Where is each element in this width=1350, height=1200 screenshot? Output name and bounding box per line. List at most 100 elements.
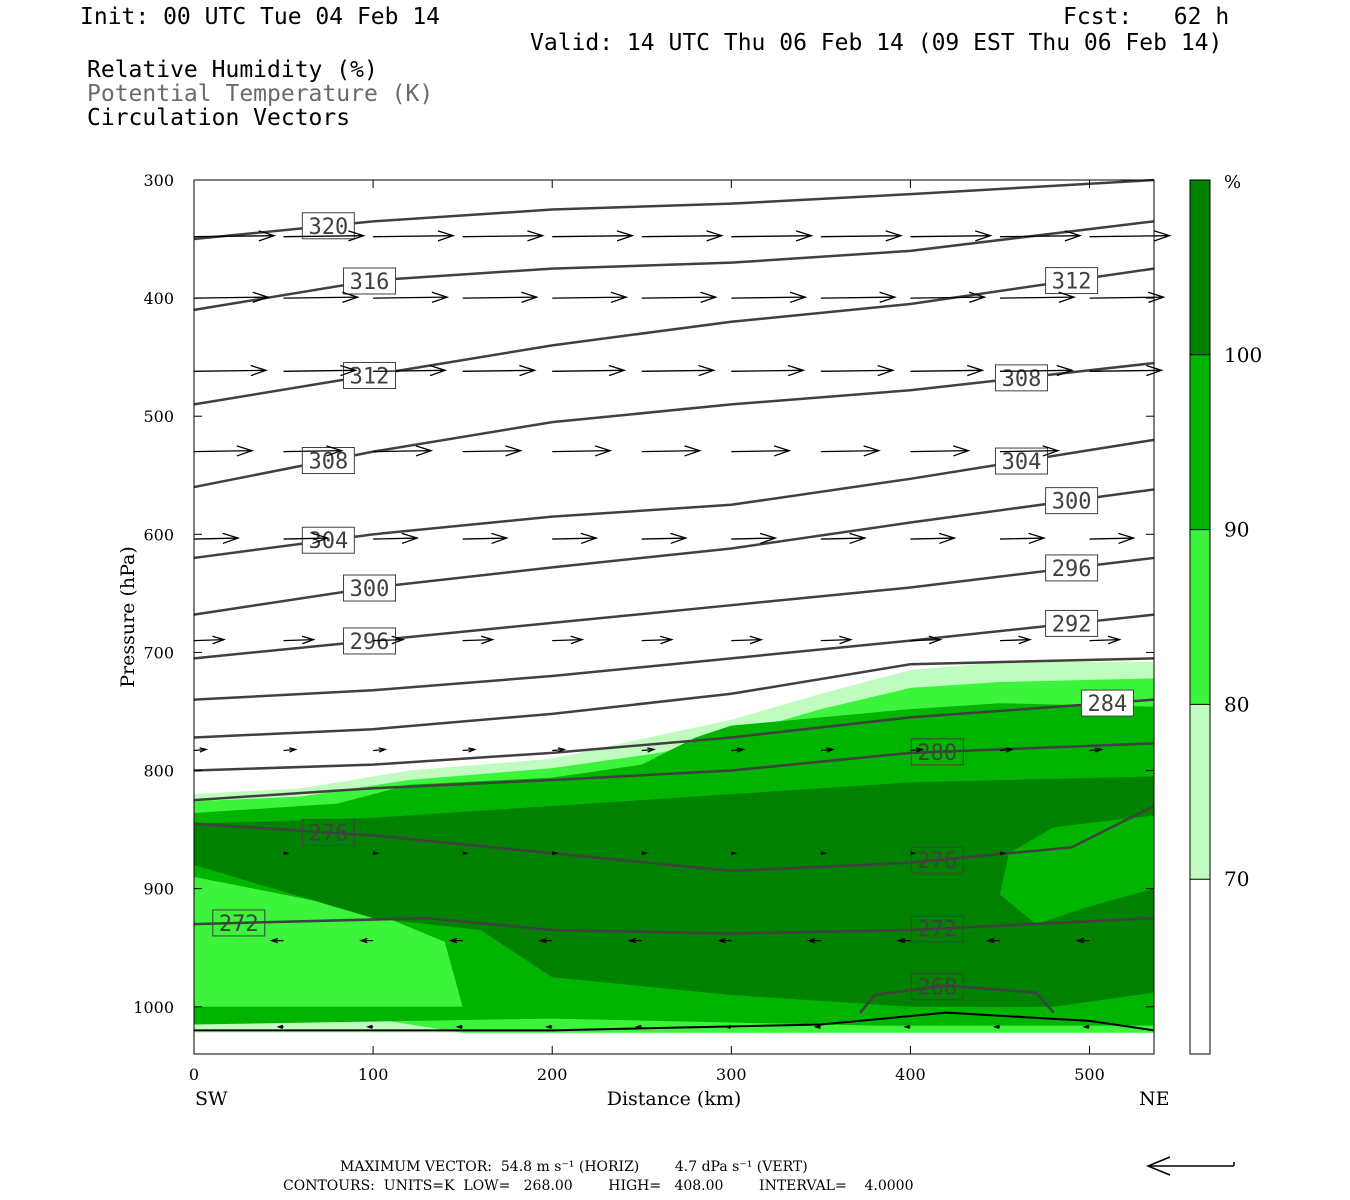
theta-label-box	[301, 526, 355, 554]
vector-head	[527, 230, 545, 242]
vector-shaft	[820, 638, 851, 642]
vector-shaft	[1089, 369, 1162, 372]
theta-contour-layer: 3203163123123083083043043003002962962922…	[193, 178, 1155, 1032]
vector-shaft	[999, 638, 1030, 642]
vector-shaft	[820, 369, 893, 372]
footer-contours: CONTOURS: UNITS=K LOW= 268.00 HIGH= 408.…	[283, 1178, 914, 1194]
vector-head	[608, 364, 627, 377]
vector-shaft	[193, 296, 269, 299]
y-tick-label: 900	[143, 880, 174, 899]
y-tick-label: 600	[143, 525, 174, 544]
vector-shaft	[283, 638, 314, 642]
vector-head	[806, 937, 816, 944]
theta-contour-284	[193, 698, 1155, 772]
vector-head	[1075, 937, 1084, 944]
colorbar-segment	[1190, 529, 1210, 705]
vector-head	[340, 364, 358, 377]
vector-head	[616, 230, 635, 242]
vector-head	[724, 1024, 731, 1029]
vector-shaft	[552, 369, 625, 372]
x-end-label-ne: NE	[1139, 1088, 1170, 1110]
theta-label-box	[343, 361, 397, 389]
vector-head	[717, 937, 726, 944]
vector-head	[749, 635, 764, 645]
theta-label: 276	[917, 849, 957, 874]
vector-shaft	[552, 449, 611, 453]
theta-label: 308	[308, 450, 348, 475]
theta-label-box	[301, 819, 355, 847]
theta-label-box	[1045, 487, 1099, 515]
theta-label-box	[910, 846, 964, 874]
theta-label: 268	[917, 976, 957, 1001]
vector-head	[974, 230, 993, 242]
vector-head	[1094, 747, 1104, 753]
vector-shaft	[731, 296, 806, 299]
vector-head	[910, 851, 917, 856]
vector-head	[879, 291, 897, 303]
vector-head	[731, 851, 738, 856]
theta-label: 316	[350, 270, 390, 295]
vector-head	[366, 1024, 373, 1029]
colorbar-segment	[1190, 354, 1210, 530]
theta-contour-280	[193, 742, 1155, 802]
theta-label-box	[1080, 689, 1134, 717]
vector-shaft	[552, 537, 597, 540]
theta-label: 292	[1052, 612, 1092, 637]
theta-label: 280	[917, 741, 957, 766]
x-tick-label: 500	[1074, 1065, 1105, 1084]
vector-shaft	[193, 235, 275, 238]
theta-label: 276	[308, 822, 348, 847]
vector-head	[877, 364, 895, 377]
vector-head	[641, 851, 648, 856]
theta-label-box	[343, 574, 397, 602]
theta-label-box	[910, 738, 964, 766]
vector-shaft	[283, 369, 356, 372]
vector-head	[594, 445, 613, 457]
vector-head	[378, 747, 388, 753]
vector-head	[570, 635, 585, 645]
vector-head	[1107, 635, 1122, 645]
vector-head	[968, 291, 987, 303]
y-tick-label: 800	[143, 762, 174, 781]
theta-label: 272	[917, 918, 957, 943]
theta-label: 296	[350, 630, 390, 655]
vector-head	[288, 747, 298, 753]
legend-vectors: Circulation Vectors	[87, 105, 351, 131]
vector-head	[401, 532, 420, 545]
theta-label: 272	[219, 912, 259, 937]
vector-shaft	[462, 449, 521, 453]
vector-shaft	[731, 235, 812, 238]
y-axis-label: Pressure (hPa)	[117, 546, 139, 688]
vector-head	[437, 230, 456, 242]
vector-shaft	[1089, 296, 1164, 299]
vector-head	[348, 230, 366, 242]
vector-shaft	[820, 537, 865, 540]
vector-shaft	[552, 235, 633, 238]
vector-shaft	[193, 638, 225, 642]
theta-contour-296	[193, 556, 1155, 660]
vector-head	[928, 635, 943, 645]
theta-label-box	[343, 627, 397, 655]
vector-shaft	[193, 449, 253, 453]
theta-contour-272	[193, 916, 1155, 935]
vector-shaft	[373, 638, 404, 642]
rh-region-100	[194, 776, 1154, 1007]
theta-label-box	[301, 212, 355, 240]
colorbar-segment	[1190, 879, 1210, 1054]
vector-head	[1058, 291, 1077, 303]
vector-head	[301, 635, 316, 645]
vector-head	[1056, 364, 1075, 377]
vector-head	[521, 291, 539, 303]
y-tick-label: 400	[143, 289, 174, 308]
rh-region-90	[999, 815, 1154, 925]
theta-label: 304	[1002, 450, 1042, 475]
vector-head	[1118, 532, 1136, 545]
vector-shaft	[641, 235, 722, 238]
vector-head	[283, 851, 290, 856]
vector-head	[700, 291, 718, 303]
vector-head	[759, 532, 778, 545]
vector-head	[1005, 747, 1015, 753]
vector-shaft	[283, 296, 358, 299]
vector-head	[634, 1024, 642, 1029]
